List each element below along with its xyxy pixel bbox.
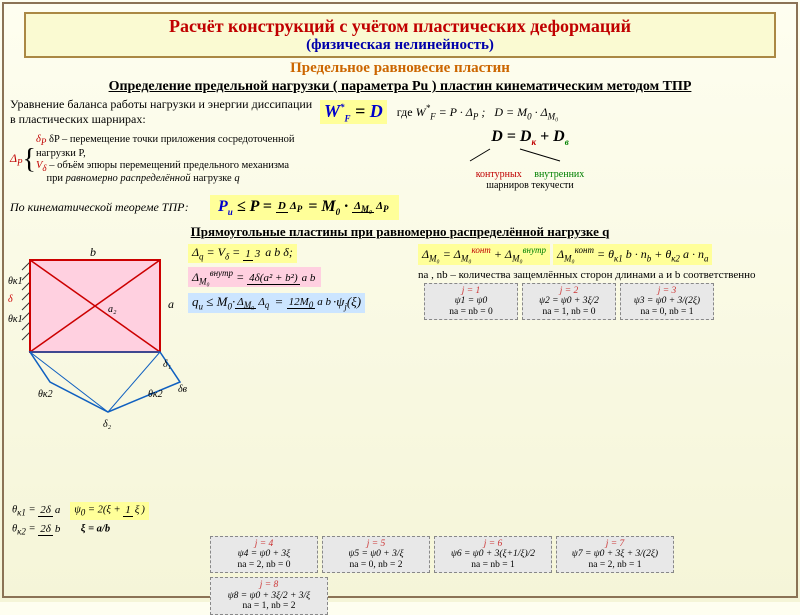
rect-header: Прямоугольные пластины при равномерно ра… bbox=[4, 224, 796, 240]
svg-text:δв: δв bbox=[178, 384, 188, 395]
svg-text:θк2: θк2 bbox=[148, 389, 163, 400]
kinematic-label: По кинематической теореме ТПР: bbox=[10, 200, 210, 215]
psi-cell: j = 4ψ4 = ψ0 + 3ξna = 2, nb = 0 bbox=[210, 536, 318, 573]
balance-eq: W*F = D bbox=[320, 100, 387, 125]
psi-cell: j = 7ψ7 = ψ0 + 3ξ + 3/(2ξ)na = 2, nb = 1 bbox=[556, 536, 674, 573]
middle-formulas: Δq = Vδ = 13 a b δ; ΔM₀внутр = 4δ(a² + b… bbox=[188, 242, 418, 316]
svg-text:δ₂: δ₂ bbox=[103, 419, 112, 430]
svg-text:δ: δ bbox=[8, 294, 13, 305]
svg-text:δ₁: δ₁ bbox=[163, 359, 171, 370]
title-box: Расчёт конструкций с учётом пластических… bbox=[24, 12, 776, 58]
title-sub: (физическая нелинейность) bbox=[30, 37, 770, 54]
section-heading: Определение предельной нагрузки ( параме… bbox=[4, 79, 796, 95]
svg-text:θк1: θк1 bbox=[8, 314, 23, 325]
diagram-formulas: θк1 = 2δa ψ0 = 2(ξ + 1ξ) θк2 = 2δb ξ = a… bbox=[12, 502, 149, 539]
d-sum-block: D = Dк + Dв контурных внутренних шарниро… bbox=[450, 128, 610, 191]
svg-text:θк2: θк2 bbox=[38, 389, 53, 400]
subtitle: Предельное равновесие пластин bbox=[4, 60, 796, 77]
right-formulas: ΔM₀ = ΔM₀конт + ΔM₀внутр ΔM₀конт = θк1 b… bbox=[418, 242, 796, 322]
balance-text: Уравнение баланса работы нагрузки и энер… bbox=[10, 97, 320, 127]
psi-cell: j = 2ψ2 = ψ0 + 3ξ/2na = 1, nb = 0 bbox=[522, 283, 616, 320]
plate-diagram: b a θк1 δ θк1 a₂ θк2 θк2 δ₂ δ₁ δв bbox=[8, 242, 188, 442]
psi-cell: j = 8ψ8 = ψ0 + 3ξ/2 + 3/ξna = 1, nb = 2 bbox=[210, 577, 328, 614]
psi-cell: j = 6ψ6 = ψ0 + 3(ξ+1/ξ)/2na = nb = 1 bbox=[434, 536, 552, 573]
svg-text:θк1: θк1 bbox=[8, 276, 23, 287]
svg-text:b: b bbox=[90, 245, 96, 259]
title-main: Расчёт конструкций с учётом пластических… bbox=[30, 16, 770, 37]
where-block: где W*F = P · ΔP ; D = M0 · ΔM₀ bbox=[397, 103, 558, 121]
kinematic-eq: Pu ≤ P = DΔP = M0 · ΔM₀ΔP bbox=[210, 195, 399, 220]
svg-text:a: a bbox=[168, 297, 174, 311]
psi-cell: j = 3ψ3 = ψ0 + 3/(2ξ)na = 0, nb = 1 bbox=[620, 283, 714, 320]
delta-p-def: ΔP { δP δP – перемещение точки приложени… bbox=[10, 134, 320, 185]
psi-cell: j = 5ψ5 = ψ0 + 3/ξna = 0, nb = 2 bbox=[322, 536, 430, 573]
svg-text:a₂: a₂ bbox=[108, 304, 117, 315]
psi-table-bottom: j = 4ψ4 = ψ0 + 3ξna = 2, nb = 0 j = 5ψ5 … bbox=[210, 536, 784, 615]
psi-table-top: j = 1ψ1 = ψ0na = nb = 0 j = 2ψ2 = ψ0 + 3… bbox=[424, 283, 790, 320]
psi-cell: j = 1ψ1 = ψ0na = nb = 0 bbox=[424, 283, 518, 320]
